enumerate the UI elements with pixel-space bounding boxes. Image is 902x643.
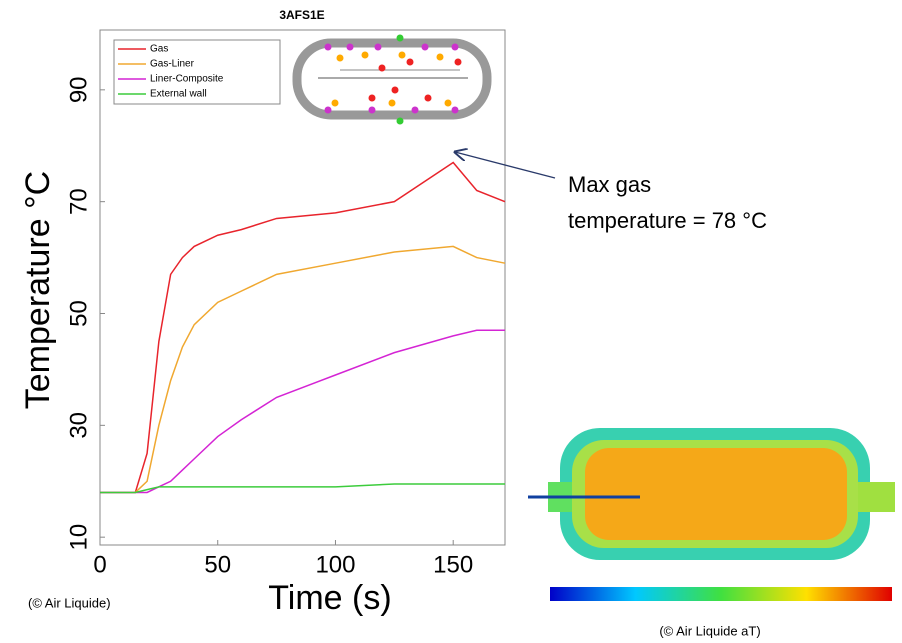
page: 3AFS1E Temperature °C Time (s) (© Air Li… — [0, 0, 902, 643]
y-tick-label: 70 — [65, 188, 92, 215]
chart-title: 3AFS1E — [279, 8, 324, 22]
x-axis-label: Time (s) — [268, 579, 391, 617]
legend-label: Gas — [150, 44, 168, 55]
legend-label: Liner-Composite — [150, 74, 224, 85]
tank-inset — [297, 35, 487, 125]
data-line — [100, 246, 505, 492]
chart: 3AFS1E Temperature °C Time (s) (© Air Li… — [0, 0, 902, 643]
y-tick-label: 50 — [65, 300, 92, 327]
y-tick-label: 30 — [65, 412, 92, 439]
annotation: temperature = 78 °C — [568, 208, 767, 233]
legend-label: External wall — [150, 89, 207, 100]
x-tick-label: 100 — [315, 551, 355, 578]
x-tick-label: 0 — [93, 551, 106, 578]
credit: (© Air Liquide aT) — [659, 623, 760, 638]
y-tick-label: 10 — [65, 524, 92, 551]
cfd-image — [528, 428, 895, 601]
data-line — [100, 163, 505, 493]
legend-label: Gas-Liner — [150, 59, 195, 70]
plot-frame — [100, 30, 505, 545]
credit: (© Air Liquide) — [28, 595, 111, 610]
y-tick-label: 90 — [65, 76, 92, 103]
annotation: Max gas — [568, 172, 651, 197]
data-line — [100, 330, 505, 492]
y-axis-label: Temperature °C — [19, 171, 57, 409]
x-tick-label: 50 — [204, 551, 231, 578]
x-tick-label: 150 — [433, 551, 473, 578]
